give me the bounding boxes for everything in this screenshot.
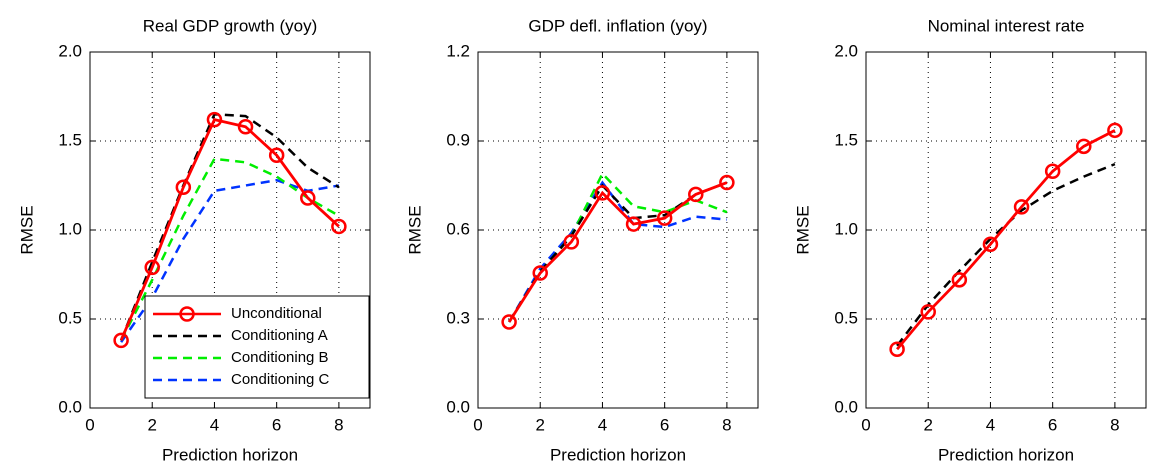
x-tick-label: 4 — [210, 415, 219, 434]
x-tick-label: 4 — [598, 415, 607, 434]
axes-frame — [865, 51, 1147, 409]
y-tick-label: 0.6 — [446, 219, 470, 238]
marker — [501, 314, 517, 330]
marker — [563, 234, 580, 250]
series-line — [119, 118, 340, 341]
axes-frame — [477, 51, 759, 409]
series-line — [119, 113, 340, 341]
marker — [206, 111, 223, 128]
marker — [300, 190, 316, 206]
x-tick-label: 6 — [272, 415, 281, 434]
marker — [144, 259, 160, 276]
x-tick-label: 2 — [535, 415, 544, 434]
x-tick-label: 6 — [660, 415, 669, 434]
series-line — [508, 180, 728, 323]
marker — [532, 265, 548, 281]
marker — [268, 147, 285, 163]
marker — [920, 304, 936, 320]
x-tick-label: 8 — [1110, 415, 1119, 434]
y-tick-label: 0.5 — [834, 308, 858, 327]
x-tick-label: 4 — [986, 415, 995, 434]
y-tick-label: 1.2 — [446, 41, 470, 60]
y-tick-label: 0.3 — [446, 308, 470, 327]
y-tick-label: 1.5 — [58, 130, 82, 149]
marker — [889, 341, 905, 358]
marker — [331, 218, 347, 235]
y-tick-label: 2.0 — [834, 41, 858, 60]
marker — [1044, 163, 1061, 180]
legend-label: Conditioning A — [231, 327, 328, 344]
y-tick-label: 1.0 — [834, 219, 858, 238]
marker — [656, 210, 673, 226]
y-tick-label: 0.0 — [834, 397, 858, 416]
axes-frame — [89, 51, 371, 409]
legend-marker — [179, 306, 195, 322]
marker — [625, 216, 642, 232]
legend-label: Conditioning B — [231, 349, 329, 366]
x-tick-label: 8 — [334, 415, 343, 434]
series-line — [120, 178, 340, 343]
marker — [1076, 138, 1092, 155]
chart-title: GDP defl. inflation (yoy) — [528, 16, 707, 35]
y-tick-label: 1.5 — [834, 130, 858, 149]
marker — [951, 272, 968, 288]
y-axis-label: RMSE — [17, 205, 36, 254]
x-tick-label: 2 — [147, 415, 156, 434]
marker — [113, 332, 129, 349]
chart-title: Nominal interest rate — [928, 16, 1085, 35]
marker — [688, 186, 704, 203]
marker — [982, 236, 999, 252]
x-tick-label: 0 — [861, 415, 870, 434]
x-axis-label: Prediction horizon — [938, 445, 1074, 464]
marker — [594, 185, 611, 201]
y-axis-label: RMSE — [405, 205, 424, 254]
legend-label: Conditioning C — [231, 371, 330, 388]
marker — [175, 179, 192, 196]
y-tick-label: 0.0 — [446, 397, 470, 416]
y-tick-label: 0.9 — [446, 130, 470, 149]
x-tick-label: 0 — [473, 415, 482, 434]
x-tick-label: 0 — [85, 415, 94, 434]
y-tick-label: 0.5 — [58, 308, 82, 327]
x-tick-label: 8 — [722, 415, 731, 434]
y-tick-label: 2.0 — [58, 41, 82, 60]
marker — [237, 119, 254, 135]
x-tick-label: 2 — [923, 415, 932, 434]
legend-label: Unconditional — [231, 305, 322, 322]
marker — [1107, 122, 1123, 139]
chart-title: Real GDP growth (yoy) — [143, 16, 317, 35]
x-axis-label: Prediction horizon — [162, 445, 298, 464]
x-axis-label: Prediction horizon — [550, 445, 686, 464]
y-tick-label: 0.0 — [58, 397, 82, 416]
y-axis-label: RMSE — [793, 205, 812, 254]
marker — [719, 174, 735, 191]
y-tick-label: 1.0 — [58, 219, 82, 238]
marker — [1013, 199, 1030, 215]
x-tick-label: 6 — [1048, 415, 1057, 434]
